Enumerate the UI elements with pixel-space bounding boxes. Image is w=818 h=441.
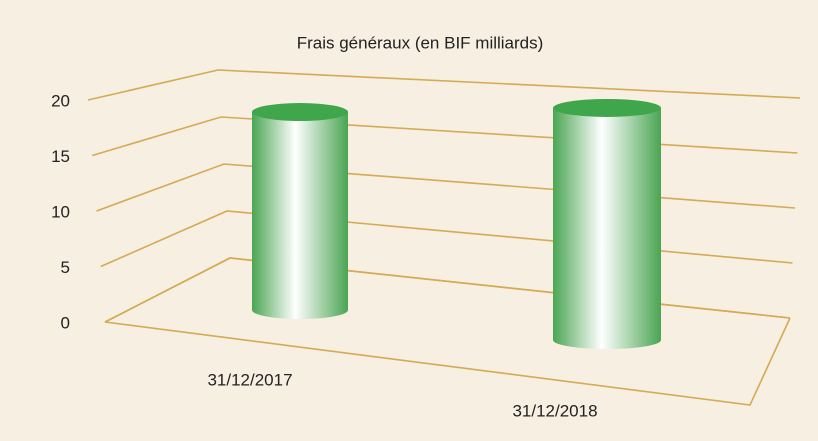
bar bbox=[553, 107, 661, 349]
y-tick-label: 0 bbox=[61, 313, 70, 332]
y-tick-label: 5 bbox=[61, 258, 70, 277]
bar-top bbox=[553, 98, 661, 117]
floor-front bbox=[104, 317, 791, 406]
bar-top bbox=[252, 103, 348, 122]
y-tick-label: 20 bbox=[51, 91, 70, 110]
bar bbox=[252, 112, 348, 319]
x-tick-label: 31/12/2018 bbox=[512, 401, 597, 420]
y-tick-label: 15 bbox=[51, 147, 70, 166]
chart-title: Frais généraux (en BIF milliards) bbox=[297, 33, 544, 52]
x-tick-label: 31/12/2017 bbox=[207, 370, 292, 389]
y-tick-label: 10 bbox=[51, 202, 70, 221]
grid-line bbox=[87, 69, 801, 101]
